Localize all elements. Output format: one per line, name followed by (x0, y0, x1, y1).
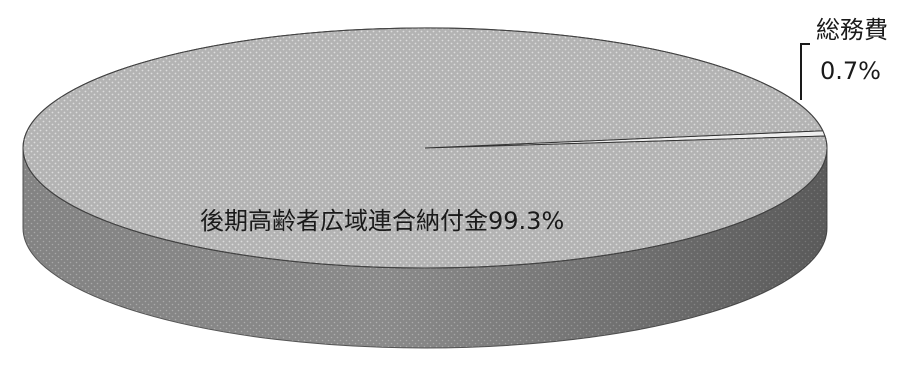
pie-side-shading (23, 148, 827, 348)
slice-label-small-name: 総務費 (816, 16, 888, 44)
slice-label-main-name: 後期高齢者広域連合納付金 (200, 207, 488, 235)
slice-label-main: 後期高齢者広域連合納付金99.3% (200, 207, 564, 235)
leader-line (800, 43, 810, 100)
slice-label-main-percent: 99.3% (488, 207, 564, 235)
pie-top-outline (22, 27, 828, 269)
slice-label-small-percent: 0.7% (820, 57, 881, 85)
